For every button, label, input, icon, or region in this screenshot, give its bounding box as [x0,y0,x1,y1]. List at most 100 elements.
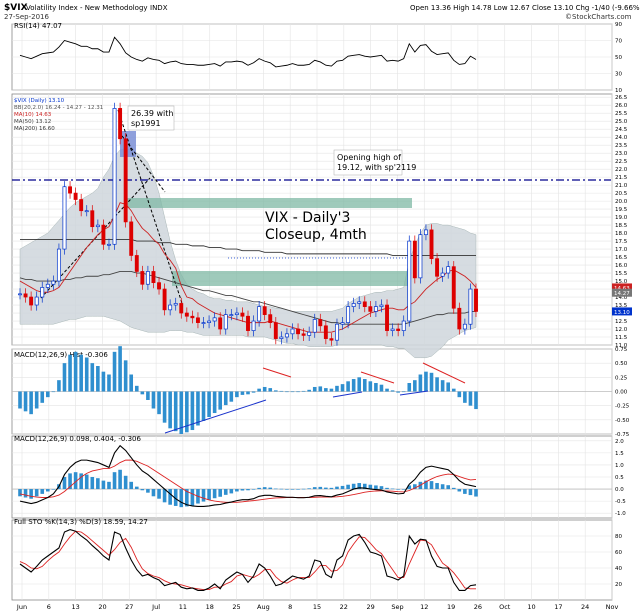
macd1-bar [235,391,239,398]
macd2-bar [385,487,389,490]
macd2-bar [151,489,156,497]
chart-name: Volatility Index - New Methodology [26,4,148,12]
price-tick-label: 15.0 [615,279,628,285]
x-tick-label: 27 [125,603,133,611]
macd1-bar [151,391,156,409]
macd1-bar [190,391,195,431]
macd1-bar [268,388,273,392]
candle-body [290,328,295,335]
price-tick-label: 17.0 [615,247,628,253]
macd2-bar [274,488,278,490]
macd2-bar [446,485,450,490]
static-annotations [12,109,611,304]
macd2-bar [201,489,206,502]
macd2-bar [262,487,267,490]
macd1-bar [112,351,117,392]
macd1-bar [107,374,111,392]
candle-body [401,320,406,331]
candle-body [90,210,95,228]
x-tick-label: 6 [47,603,51,611]
macd2-bar [129,481,134,490]
macd1-tick-label: -0.50 [615,418,630,424]
rsi-tick-label: 70 [615,39,622,45]
macd1-trend-1 [262,367,292,378]
chart-date: 27-Sep-2016 [4,13,50,21]
macd2-bar [173,489,178,506]
price-tick-label: 15.5 [615,271,628,277]
x-tick-label: 11 [179,603,187,611]
price-label-box [612,288,632,297]
macd2-bar [190,489,195,506]
candle-body [234,312,239,315]
macd2-bar [23,489,28,498]
candle-body [329,338,334,341]
candle-body [396,328,401,331]
macd1-bar [185,391,189,433]
macd2-bar [207,489,211,500]
macd2-bar [424,480,428,490]
candle-body [446,266,451,274]
macd2-bar [457,489,462,492]
candle-body [318,319,323,327]
candle-body [390,328,395,331]
macd1-bar [346,381,350,392]
candle-body [351,303,356,307]
candle-body [23,293,28,298]
macd1-tick-label: 0.25 [615,375,628,381]
macd1-bar [34,391,39,409]
macd2-bar [396,489,400,490]
price-tick-label: 16.5 [615,255,628,261]
price-candles [18,102,478,346]
macd1-bar [396,391,400,393]
candle-body [73,192,78,200]
signal-line [19,459,477,503]
x-tick-label: Sep [391,603,403,611]
x-tick-label: 15 [313,603,321,611]
macd1-bar [79,354,83,392]
legend-ma10: MA(10) 14.63 [14,112,52,118]
opening-high-box [333,149,403,176]
macd2-bar [390,488,395,490]
main-annotation: VIX - Daily'3 Closeup, 4mth [265,210,367,243]
macd2-bar [324,487,328,490]
macd2-bar [51,489,56,490]
candle-body [62,186,67,250]
macd2-bar [413,484,417,490]
candle-body [246,315,250,331]
chart-symbol: $VIX [4,3,28,13]
macd2-bar [340,485,345,490]
macd1-bar [173,391,178,432]
macd1-bar [84,357,89,392]
price-label: 14.27 [614,291,630,297]
price-tick-label: 16.0 [615,263,628,269]
trendline-down [117,109,183,304]
macd2-bar [46,489,50,492]
macd2-bar [179,489,184,508]
macd1-bar [179,391,184,434]
stoch-d-line [19,530,476,591]
indicator-layers [12,36,612,591]
macd1-bar [240,391,245,395]
chart-exchange: INDX [150,4,168,12]
macd1-bar [40,391,45,403]
candle-body [373,306,378,312]
macd2-bar [251,489,256,490]
macd1-bar [46,391,50,398]
x-tick-label: 26 [474,603,482,611]
candle-body [424,229,428,236]
candle-body [107,243,111,246]
macd1-bar [212,391,217,414]
macd2-bar [212,489,217,499]
candle-body [212,317,217,322]
legend-ma200: MA(200) 16.60 [14,126,55,132]
macd1-bar [118,346,122,392]
macd1-trend-3 [360,371,395,384]
price-tick-label: 24.5 [615,127,628,133]
macd2-tick-label: 1.5 [615,451,624,457]
chart-ohlc: Open 13.36 High 14.78 Low 12.67 Close 13… [410,4,640,12]
macd1-bar [285,391,289,393]
macd1-tick-label: 0.75 [615,347,628,353]
macd1-bar [73,351,78,392]
macd2-bar [96,478,100,490]
x-tick-label: Aug [257,603,270,611]
